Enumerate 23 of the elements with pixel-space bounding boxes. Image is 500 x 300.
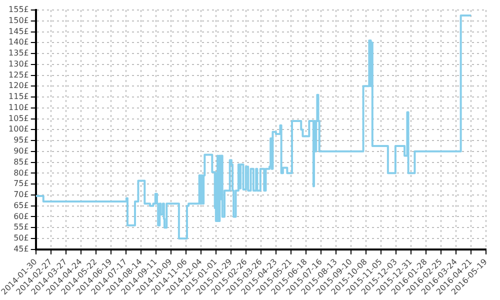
y-tick-label: 95£ <box>14 136 29 145</box>
y-tick-label: 45£ <box>14 244 29 254</box>
y-tick-label: 70£ <box>14 190 29 200</box>
y-tick-label: 55£ <box>14 222 29 232</box>
y-tick-label: 155£ <box>8 5 29 14</box>
y-tick-label: 90£ <box>14 146 29 156</box>
y-tick-label: 120£ <box>8 81 29 90</box>
y-tick-label: 50£ <box>14 234 29 243</box>
y-tick-label: 145£ <box>8 26 29 36</box>
y-tick-label: 65£ <box>14 200 29 210</box>
y-tick-label: 75£ <box>14 179 29 188</box>
y-tick-label: 135£ <box>8 48 29 58</box>
y-tick-label: 60£ <box>14 212 29 221</box>
y-tick-label: 115£ <box>8 92 29 102</box>
y-tick-label: 80£ <box>14 168 29 178</box>
y-tick-label: 100£ <box>8 124 29 134</box>
y-tick-label: 125£ <box>8 70 29 80</box>
y-tick-label: 110£ <box>8 102 29 112</box>
y-tick-label: 85£ <box>14 157 29 166</box>
y-tick-label: 150£ <box>8 16 29 25</box>
y-tick-label: 105£ <box>8 114 29 123</box>
y-tick-label: 130£ <box>8 59 29 68</box>
y-tick-label: 140£ <box>8 38 29 47</box>
